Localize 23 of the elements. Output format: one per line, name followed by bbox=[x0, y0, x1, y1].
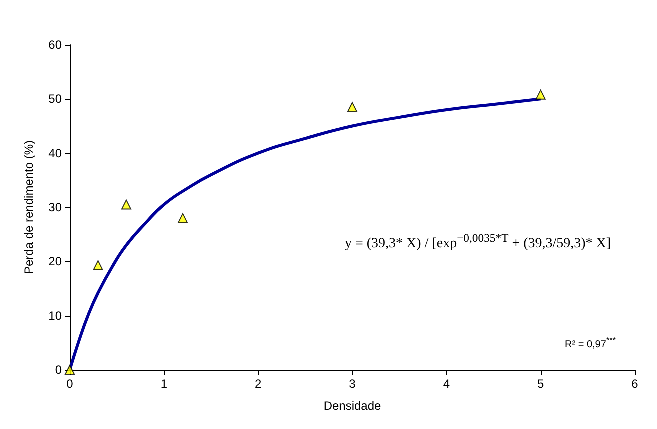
point bbox=[93, 260, 104, 270]
annotation: R² = 0,97$^{***}$ bbox=[565, 335, 616, 350]
x-tick-label: 1 bbox=[160, 377, 168, 391]
y-tick-label: 0 bbox=[55, 363, 62, 377]
x-axis-title: Densidade bbox=[324, 399, 382, 413]
point bbox=[178, 213, 188, 224]
y-tick-label: 50 bbox=[48, 92, 62, 106]
x-tick-label: 4 bbox=[443, 377, 450, 391]
y-tick-label: 30 bbox=[48, 200, 62, 214]
x-tick-label: 5 bbox=[537, 377, 544, 391]
point bbox=[536, 90, 546, 100]
point bbox=[122, 200, 132, 210]
annotation: y = (39,3* X) / [exp$^{−0,0035*T}$ + (39,3/59,3)* X] bbox=[345, 232, 612, 253]
y-axis-title: Perda de rendimento (%) bbox=[22, 140, 36, 275]
point bbox=[348, 102, 358, 112]
x-tick-label: 3 bbox=[349, 377, 356, 391]
x-tick-label: 2 bbox=[254, 377, 262, 391]
y-tick-label: 20 bbox=[48, 254, 62, 269]
y-tick-label: 40 bbox=[48, 146, 62, 160]
x-tick-label: 0 bbox=[66, 377, 74, 391]
y-tick-label: 60 bbox=[48, 38, 62, 52]
y-tick-label: 10 bbox=[48, 308, 62, 323]
x-tick-label: 6 bbox=[632, 377, 639, 391]
